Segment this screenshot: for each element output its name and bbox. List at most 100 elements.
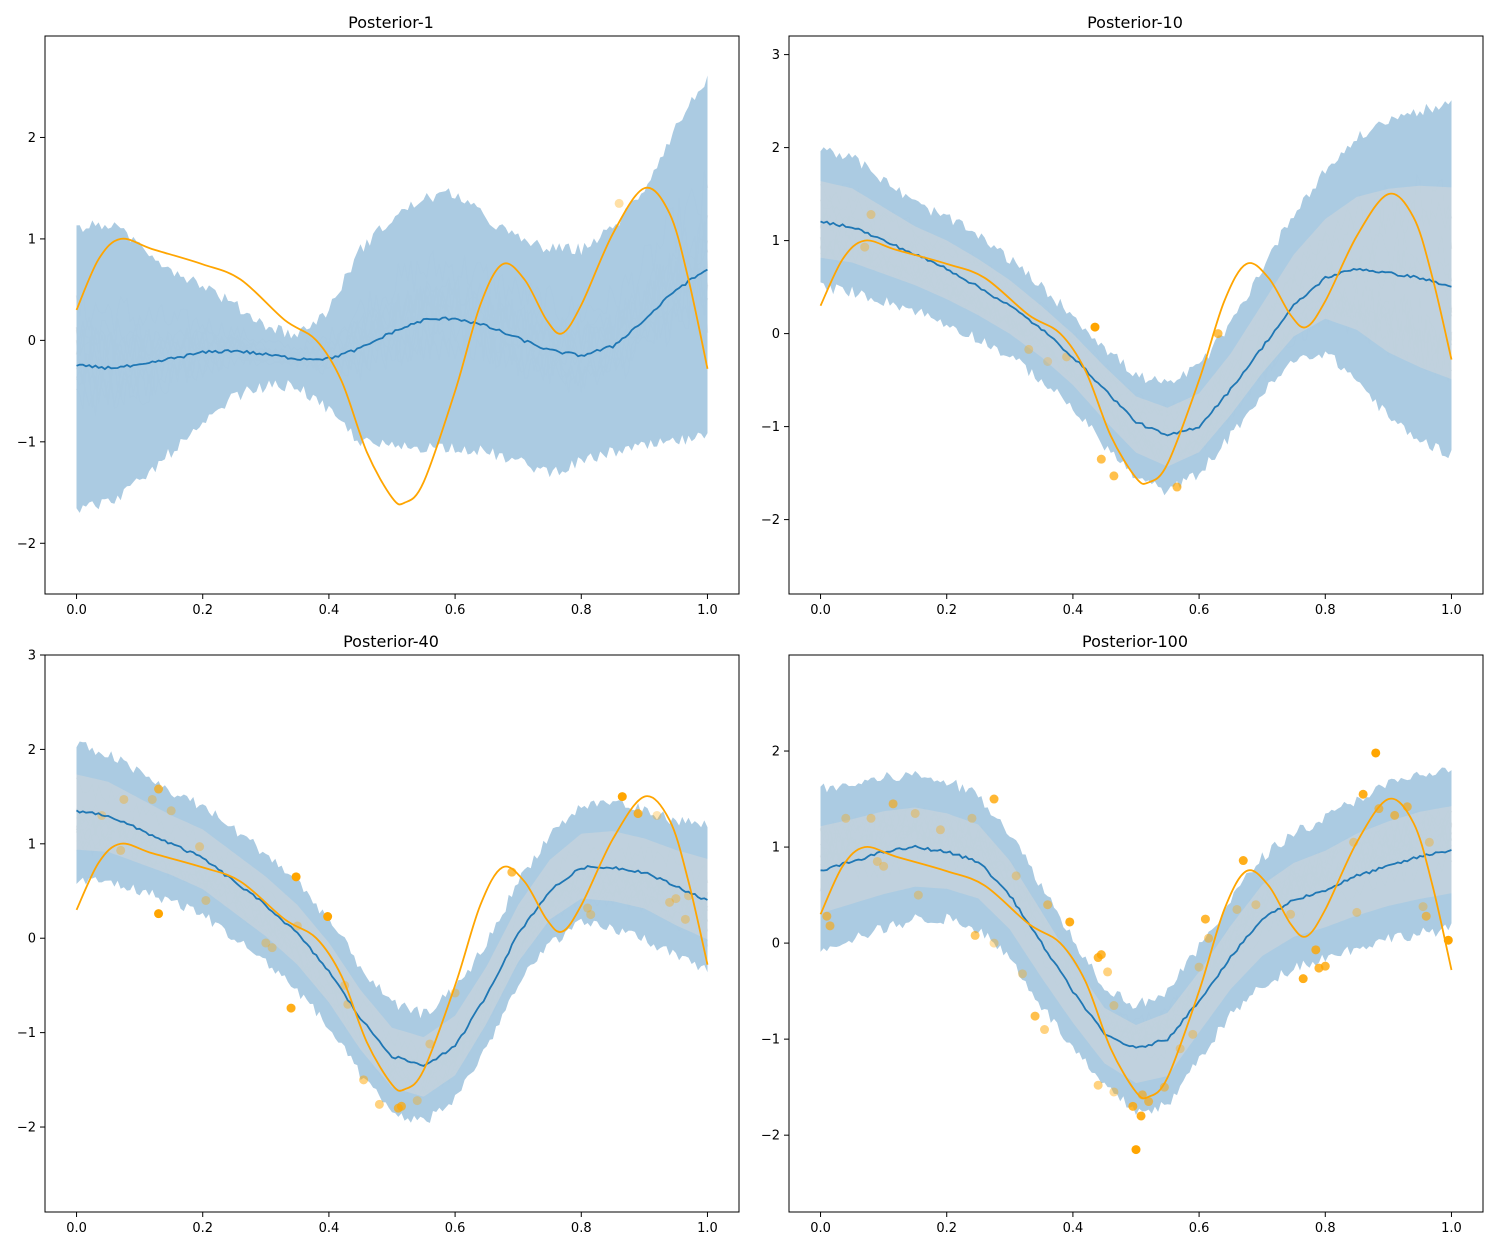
observation-point [872, 856, 882, 866]
observation-point [1424, 837, 1434, 847]
y-tick-label: 3 [28, 649, 36, 664]
observation-point [1421, 911, 1431, 921]
observation-point [1128, 1101, 1138, 1111]
observation-point [201, 895, 211, 905]
x-tick-label: 0.4 [319, 603, 340, 618]
credible-band [820, 100, 1452, 496]
observation-point [1109, 471, 1119, 481]
x-tick-label: 0.4 [1063, 603, 1084, 618]
observation-point [1320, 961, 1330, 971]
observation-point [1136, 1111, 1146, 1121]
observation-point [1030, 1011, 1040, 1021]
x-tick-label: 0.8 [1315, 603, 1336, 618]
observation-point [359, 1075, 369, 1085]
axes-frame [44, 654, 740, 1213]
subplot-title: Posterior-100 [1082, 632, 1188, 651]
x-tick-label: 1.0 [697, 1221, 718, 1236]
y-tick-label: 2 [772, 141, 780, 156]
observation-point [617, 792, 627, 802]
credible-band [76, 741, 708, 1123]
observation-point [323, 912, 333, 922]
y-tick-label: 0 [772, 937, 780, 952]
y-tick-label: −1 [17, 1026, 36, 1041]
observation-point [1232, 904, 1242, 914]
observation-point [967, 813, 977, 823]
observation-point [1159, 1082, 1169, 1092]
y-tick-label: 2 [28, 743, 36, 758]
y-tick-label: 2 [772, 745, 780, 760]
posterior-mean-line [820, 844, 1452, 1049]
subplot-title: Posterior-1 [348, 13, 434, 32]
observation-point [888, 799, 898, 809]
observation-point [1213, 329, 1223, 339]
subplot-posterior-40: Posterior-40 0.0 0.2 0.4 0.6 0.8 1.0 −2 −1 0 1 2 3 [17, 632, 740, 1236]
observation-point [1390, 810, 1400, 820]
y-tick-label: −2 [761, 1129, 780, 1144]
x-tick-label: 0.8 [571, 603, 592, 618]
axes-frame [44, 35, 740, 595]
x-tick-label: 0.6 [1189, 1221, 1210, 1236]
observation-point [1311, 945, 1321, 955]
observation-point [1043, 357, 1053, 366]
y-tick-label: −1 [17, 435, 36, 450]
subplot-title: Posterior-10 [1087, 13, 1183, 32]
observation-point [989, 794, 999, 804]
x-tick-label: 0.8 [571, 1221, 592, 1236]
observation-point [633, 809, 643, 819]
x-tick-label: 0.0 [66, 1221, 87, 1236]
x-tick-label: 1.0 [1441, 1221, 1462, 1236]
observation-point [1011, 871, 1021, 881]
true-function-line [819, 192, 1453, 485]
y-tick-label: 1 [28, 837, 36, 852]
observation-point [119, 794, 129, 804]
observation-point [822, 911, 832, 921]
posterior-mean-line [76, 268, 708, 371]
plot-area [75, 741, 709, 1123]
observation-point [374, 1099, 384, 1109]
observation-point [1238, 856, 1248, 866]
observation-point [1093, 1080, 1103, 1090]
observation-point [970, 930, 980, 940]
subplot-posterior-100: Posterior-100 0.0 0.2 0.4 0.6 0.8 1.0 −2 −1 0 1 2 [761, 632, 1484, 1236]
y-tick-label: −2 [17, 1121, 36, 1136]
y-tick-label: 0 [772, 327, 780, 342]
y-tick-label: −1 [761, 420, 780, 435]
true-function-line [75, 186, 709, 506]
y-tick-label: −2 [17, 537, 36, 552]
observation-point [866, 813, 876, 823]
observation-point [1090, 322, 1100, 332]
observation-point [1065, 917, 1075, 927]
observation-point [154, 909, 164, 919]
observation-point [1109, 1001, 1119, 1011]
x-tick-label: 0.2 [936, 603, 957, 618]
observation-point [866, 210, 876, 220]
y-tick-label: 2 [28, 131, 36, 146]
y-tick-label: 0 [28, 932, 36, 947]
sample-density [820, 181, 1452, 467]
observation-point [1418, 902, 1428, 912]
y-tick-label: 1 [772, 841, 780, 856]
observation-point [1109, 1087, 1119, 1097]
y-tick-label: 0 [28, 334, 36, 349]
sample-density [820, 806, 1452, 1084]
observation-point [989, 938, 999, 948]
observation-point [1298, 974, 1308, 984]
plot-area [75, 75, 709, 513]
observation-point [1096, 950, 1106, 960]
observation-point [825, 921, 835, 931]
axes-frame [788, 35, 1484, 595]
x-tick-label: 0.4 [319, 1221, 340, 1236]
x-tick-label: 0.6 [445, 1221, 466, 1236]
observation-point [412, 1096, 422, 1106]
observation-point [1096, 454, 1106, 464]
axes-frame [788, 654, 1484, 1213]
x-tick-label: 0.8 [1315, 1221, 1336, 1236]
observation-point [879, 861, 889, 871]
y-tick-label: 1 [28, 232, 36, 247]
observation-point [841, 813, 851, 823]
observation-point [913, 890, 923, 900]
x-tick-label: 0.4 [1063, 1221, 1084, 1236]
observation-point [860, 242, 870, 252]
x-tick-label: 1.0 [697, 603, 718, 618]
